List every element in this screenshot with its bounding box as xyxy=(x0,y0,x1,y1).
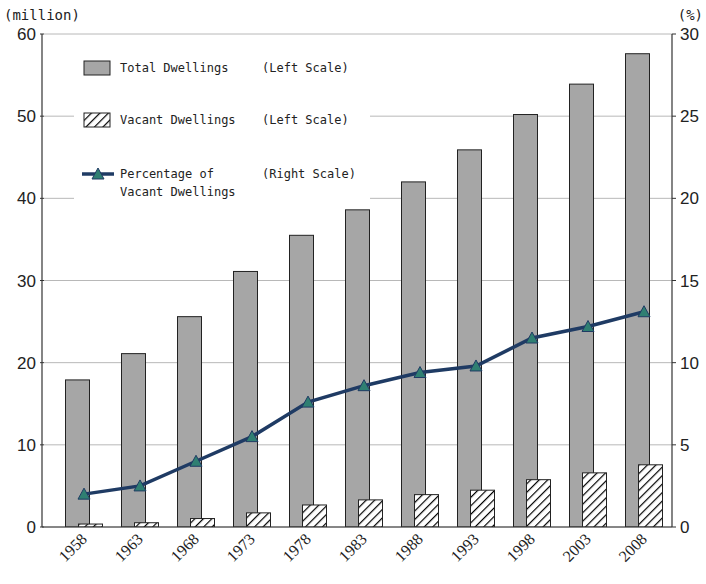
marker xyxy=(358,380,370,391)
x-tick-label: 2003 xyxy=(559,530,594,565)
y-axis-label: (million) xyxy=(4,7,80,23)
y-tick-label: 10 xyxy=(17,436,36,455)
x-axis xyxy=(42,526,672,527)
bar xyxy=(303,505,327,527)
legend-note: (Left Scale) xyxy=(262,113,349,127)
y2-axis-label: (%) xyxy=(678,7,703,23)
x-tick-label: 2008 xyxy=(615,530,650,565)
legend: Total Dwellings (Left Scale) Vacant Dwelli… xyxy=(74,50,370,208)
chart: 0 10 20 30 40 50 60 0 5 10 15 20 25 30 (million) (%) 195… xyxy=(0,0,706,584)
y2-tick-label: 25 xyxy=(680,107,699,126)
bar xyxy=(122,354,146,527)
bar xyxy=(570,84,594,527)
y2-tick-label: 30 xyxy=(680,25,699,44)
legend-label-line: Vacant Dwellings xyxy=(120,185,236,199)
legend-label: Vacant Dwellings xyxy=(120,113,236,127)
x-tick-label: 1983 xyxy=(335,530,370,565)
marker xyxy=(526,332,538,343)
bar xyxy=(583,473,607,527)
x-tick-label: 1993 xyxy=(447,530,482,565)
marker xyxy=(302,396,314,407)
legend-label-line: Percentage of xyxy=(120,167,214,181)
y2-tick-label: 20 xyxy=(680,189,699,208)
bar xyxy=(639,465,663,527)
x-tick-label: 1963 xyxy=(111,530,146,565)
legend-swatch xyxy=(84,113,110,127)
legend-note: (Left Scale) xyxy=(262,61,349,75)
bar xyxy=(514,115,538,527)
legend-label: Total Dwellings xyxy=(120,61,228,75)
legend-note: (Right Scale) xyxy=(262,167,356,181)
y2-tick-label: 10 xyxy=(680,354,699,373)
bar xyxy=(178,317,202,527)
x-tick-label: 1958 xyxy=(55,530,90,565)
bar xyxy=(290,235,314,527)
marker xyxy=(190,455,202,466)
marker xyxy=(582,321,594,332)
bar xyxy=(626,54,650,527)
legend-swatch xyxy=(84,61,110,75)
y2-tick-label: 0 xyxy=(680,518,689,537)
bar xyxy=(402,182,426,527)
bar xyxy=(191,519,215,527)
x-tick-label: 1973 xyxy=(223,530,258,565)
marker xyxy=(414,367,426,378)
marker xyxy=(638,306,650,317)
x-tick-label: 1968 xyxy=(167,530,202,565)
bar xyxy=(247,513,271,527)
y-tick-label: 50 xyxy=(17,107,36,126)
line xyxy=(84,312,644,494)
x-tick-label: 1988 xyxy=(391,530,426,565)
bar xyxy=(346,210,370,527)
legend-label-line: Vacant Dwellings xyxy=(120,113,236,127)
x-tick-label: 1978 xyxy=(279,530,314,565)
marker xyxy=(246,431,258,442)
y2-tick-label: 5 xyxy=(680,436,689,455)
legend-label: Percentage of Vacant Dwellings xyxy=(120,167,236,199)
marker xyxy=(78,488,90,499)
legend-bg xyxy=(74,50,370,208)
y2-axis xyxy=(671,34,672,527)
bar xyxy=(471,490,495,527)
y-tick-label: 60 xyxy=(17,25,36,44)
grid-line xyxy=(44,34,672,35)
y-axis xyxy=(41,34,42,527)
bar xyxy=(359,500,383,527)
marker xyxy=(470,360,482,371)
bar xyxy=(527,480,551,527)
bar xyxy=(66,380,90,527)
bar xyxy=(234,271,258,527)
y-tick-label: 0 xyxy=(27,518,36,537)
bar xyxy=(135,523,159,527)
legend-marker xyxy=(92,168,104,179)
marker xyxy=(134,480,146,491)
y-tick-label: 30 xyxy=(17,272,36,291)
y-tick-label: 20 xyxy=(17,354,36,373)
y-tick-label: 40 xyxy=(17,189,36,208)
bar xyxy=(415,495,439,527)
bar xyxy=(458,150,482,527)
y2-tick-label: 15 xyxy=(680,272,699,291)
x-tick-label: 1998 xyxy=(503,530,538,565)
legend-label-line: Total Dwellings xyxy=(120,61,228,75)
